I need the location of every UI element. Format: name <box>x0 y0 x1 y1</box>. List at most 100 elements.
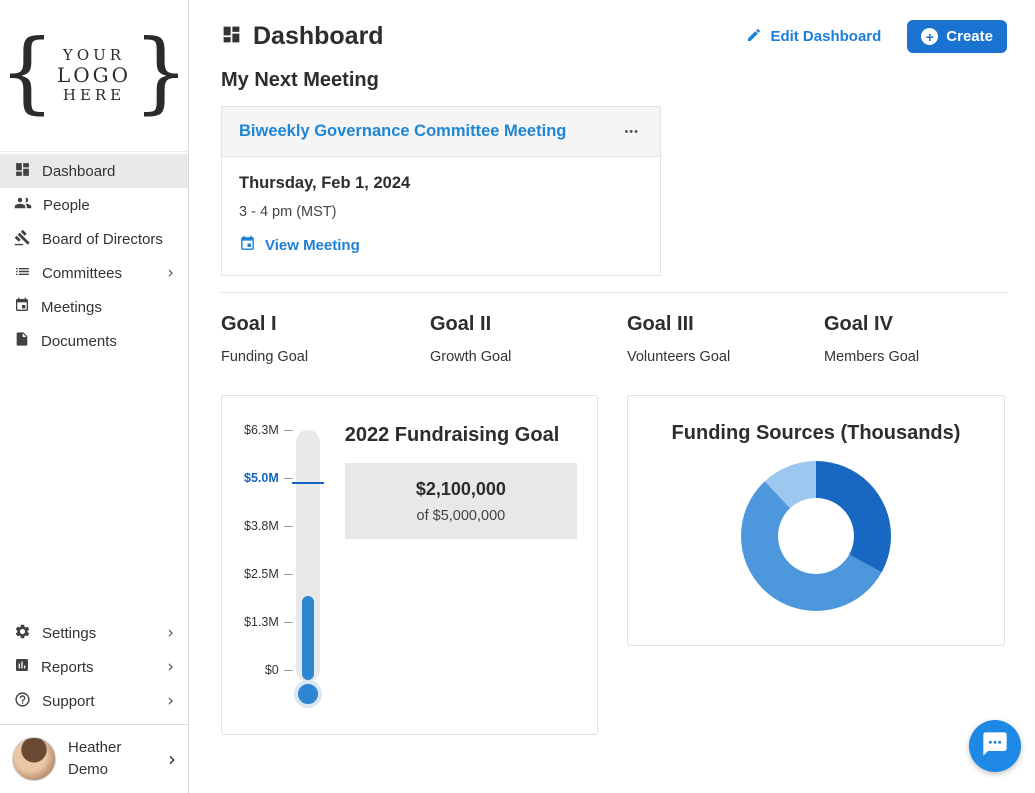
donut-hole <box>778 498 854 574</box>
create-button[interactable]: + Create <box>907 20 1007 53</box>
fundraising-title: 2022 Fundraising Goal <box>344 424 560 446</box>
chevron-right-icon: › <box>168 747 176 771</box>
next-meeting-heading: My Next Meeting <box>221 69 379 91</box>
sidebar-item-board-of-directors[interactable]: Board of Directors <box>0 222 188 256</box>
meeting-title-link[interactable]: Biweekly Governance Committee Meeting <box>239 122 567 140</box>
sidebar-footer-nav: Settings › Reports › Support › <box>0 616 188 724</box>
tick-label: $6.3M <box>244 423 293 437</box>
sidebar-nav: Dashboard People Board of Directors Comm… <box>0 152 188 358</box>
user-name: Heather Demo <box>68 739 122 778</box>
goal-title: Goal III <box>627 313 694 335</box>
goal-title: Goal IV <box>824 313 893 335</box>
document-icon <box>14 331 30 351</box>
sidebar-item-reports[interactable]: Reports › <box>0 650 188 684</box>
goal-total: of $5,000,000 <box>416 508 506 524</box>
logo-brace-left: { <box>0 20 55 124</box>
thermometer-tube <box>291 430 324 708</box>
logo-words: YOUR LOGO HERE <box>56 45 132 105</box>
funding-sources-title: Funding Sources (Thousands) <box>671 422 961 444</box>
plus-icon: + <box>921 28 939 45</box>
logo-line-3: HERE <box>62 85 126 104</box>
help-icon <box>14 691 31 712</box>
sidebar-item-settings[interactable]: Settings › <box>0 616 188 650</box>
logo: { YOUR LOGO HERE } <box>0 20 190 124</box>
chevron-right-icon: › <box>167 691 174 711</box>
meeting-card: Biweekly Governance Committee Meeting ••… <box>221 106 661 276</box>
sidebar-item-documents[interactable]: Documents <box>0 324 188 358</box>
goal-line <box>291 481 324 484</box>
funding-donut <box>741 461 891 611</box>
user-profile[interactable]: Heather Demo › <box>0 724 188 793</box>
sidebar-item-label: Settings <box>42 624 97 642</box>
header-actions: Edit Dashboard + Create <box>746 20 1007 53</box>
sidebar-item-label: Meetings <box>41 298 102 316</box>
goal-4: Goal IV Members Goal <box>824 313 1007 365</box>
chevron-right-icon: › <box>167 263 174 283</box>
fundraising-goal-card: $6.3M $5.0M $3.8M $2.5M $1.3M $0 <box>221 395 598 735</box>
main-content: Dashboard Edit Dashboard + Create My Nex… <box>189 0 1035 793</box>
chevron-right-icon: › <box>167 623 174 643</box>
sidebar-item-support[interactable]: Support › <box>0 684 188 718</box>
overflow-menu-icon[interactable]: ••• <box>624 125 639 138</box>
title-wrap: Dashboard <box>221 22 384 51</box>
tick-label: $0 <box>244 663 293 677</box>
amount-box: $2,100,000 of $5,000,000 <box>344 463 577 539</box>
sidebar-item-label: People <box>43 196 90 214</box>
goal-title: Goal I <box>221 313 277 335</box>
dashboard-icon <box>221 24 242 50</box>
tick-label: $2.5M <box>244 567 293 581</box>
gear-icon <box>14 623 31 644</box>
calendar-icon <box>239 235 256 256</box>
view-meeting-link[interactable]: View Meeting <box>239 235 643 256</box>
goal-1: Goal I Funding Goal <box>221 313 430 365</box>
tick-label: $3.8M <box>244 519 293 533</box>
logo-line-1: YOUR <box>62 45 126 64</box>
sidebar-item-dashboard[interactable]: Dashboard <box>0 154 188 188</box>
sidebar-item-committees[interactable]: Committees › <box>0 256 188 290</box>
meeting-card-header: Biweekly Governance Committee Meeting ••… <box>222 107 660 157</box>
logo-box: { YOUR LOGO HERE } <box>0 0 190 152</box>
goal-2: Goal II Growth Goal <box>430 313 627 365</box>
sidebar-item-label: Board of Directors <box>42 230 163 248</box>
logo-brace-right: } <box>133 20 190 124</box>
sidebar-item-meetings[interactable]: Meetings <box>0 290 188 324</box>
thermometer-fill <box>301 596 314 680</box>
thermometer-bulb <box>293 680 322 708</box>
dashboard-icon <box>14 161 31 182</box>
divider <box>221 292 1007 293</box>
goal-title: Goal II <box>430 313 492 335</box>
fundraising-summary: 2022 Fundraising Goal $2,100,000 of $5,0… <box>344 422 577 682</box>
people-icon <box>14 194 32 216</box>
bar-chart-icon <box>14 657 30 677</box>
goals-row: Goal I Funding Goal Goal II Growth Goal … <box>221 313 1007 365</box>
goal-subtitle: Growth Goal <box>430 349 512 365</box>
meeting-card-body: Thursday, Feb 1, 2024 3 - 4 pm (MST) Vie… <box>222 157 660 275</box>
chat-button[interactable] <box>969 720 1021 772</box>
chevron-right-icon: › <box>167 657 174 677</box>
goal-subtitle: Members Goal <box>824 349 920 365</box>
goal-subtitle: Volunteers Goal <box>627 349 731 365</box>
tick-label-goal: $5.0M <box>244 471 293 485</box>
goal-3: Goal III Volunteers Goal <box>627 313 824 365</box>
page-header: Dashboard Edit Dashboard + Create <box>221 20 1007 53</box>
calendar-icon <box>14 297 30 317</box>
list-icon <box>14 263 31 284</box>
sidebar-item-people[interactable]: People <box>0 188 188 222</box>
goal-subtitle: Funding Goal <box>221 349 309 365</box>
sidebar-item-label: Committees <box>42 264 123 282</box>
raised-amount: $2,100,000 <box>415 479 506 499</box>
meeting-date: Thursday, Feb 1, 2024 <box>239 174 411 192</box>
sidebar-item-label: Support <box>42 692 95 710</box>
sidebar-item-label: Documents <box>41 332 117 350</box>
meeting-time: 3 - 4 pm (MST) <box>239 204 337 220</box>
avatar <box>12 737 56 781</box>
tick-label: $1.3M <box>244 615 293 629</box>
logo-line-2: LOGO <box>56 62 132 87</box>
sidebar-item-label: Dashboard <box>42 162 116 180</box>
gavel-icon <box>14 229 31 250</box>
funding-sources-card: Funding Sources (Thousands) <box>627 395 1005 646</box>
page-title: Dashboard <box>253 22 384 50</box>
cards-row: $6.3M $5.0M $3.8M $2.5M $1.3M $0 <box>221 395 1007 735</box>
edit-dashboard-link[interactable]: Edit Dashboard <box>746 27 881 47</box>
